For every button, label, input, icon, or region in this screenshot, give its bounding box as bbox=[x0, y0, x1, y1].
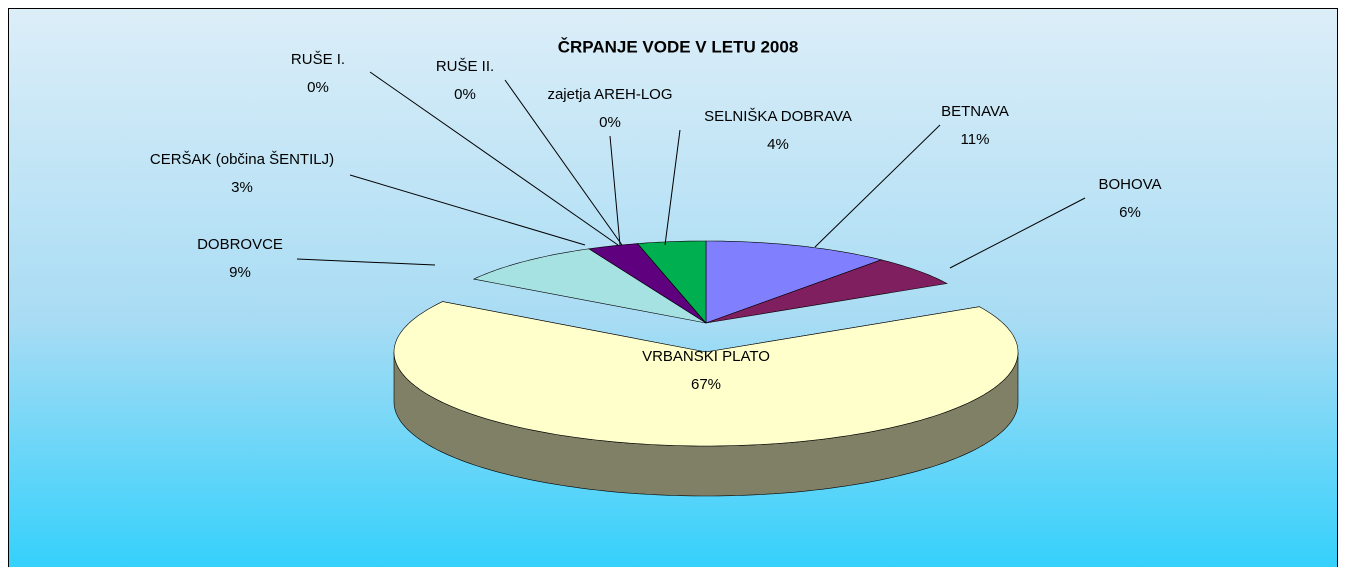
labels: BETNAVA 11% BOHOVA 6% VRBANSKI PLATO 67% DOBRO… bbox=[150, 51, 1162, 393]
slice bbox=[472, 248, 707, 324]
slice-value-label: 0% bbox=[454, 86, 476, 103]
slice-label: BOHOVA bbox=[1098, 176, 1161, 193]
slice-label: RUŠE II. bbox=[436, 58, 494, 75]
leader-line bbox=[664, 129, 681, 246]
slice bbox=[393, 301, 1019, 447]
slice bbox=[636, 240, 707, 324]
slice-value-label: 67% bbox=[691, 376, 721, 393]
slice-label: VRBANSKI PLATO bbox=[642, 348, 770, 365]
slice-label: BETNAVA bbox=[941, 103, 1009, 120]
leader-line bbox=[369, 71, 619, 246]
slice-label: RUŠE I. bbox=[291, 51, 345, 68]
chart-title: ČRPANJE VODE V LETU 2008 bbox=[558, 37, 799, 56]
leader-line bbox=[949, 197, 1086, 269]
slice-value-label: 4% bbox=[767, 136, 789, 153]
slice-label: zajetja AREH-LOG bbox=[547, 86, 672, 103]
slice bbox=[588, 243, 707, 324]
leader-line bbox=[609, 135, 621, 246]
slice-label: SELNIŠKA DOBRAVA bbox=[704, 108, 852, 125]
leader-line bbox=[296, 258, 436, 266]
leader-line bbox=[349, 174, 586, 246]
slice-label: DOBROVCE bbox=[197, 236, 283, 253]
slice-value-label: 0% bbox=[307, 79, 329, 96]
slice-value-label: 9% bbox=[229, 264, 251, 281]
slice-value-label: 6% bbox=[1119, 204, 1141, 221]
slice-label: CERŠAK (občina ŠENTILJ) bbox=[150, 151, 334, 168]
slice-value-label: 0% bbox=[599, 114, 621, 131]
slice bbox=[705, 240, 883, 324]
slice-value-label: 3% bbox=[231, 179, 253, 196]
leader-line bbox=[504, 79, 623, 246]
pie bbox=[393, 240, 1019, 497]
leader-line bbox=[814, 124, 941, 248]
slice-value-label: 11% bbox=[961, 131, 990, 148]
slice bbox=[705, 259, 948, 324]
